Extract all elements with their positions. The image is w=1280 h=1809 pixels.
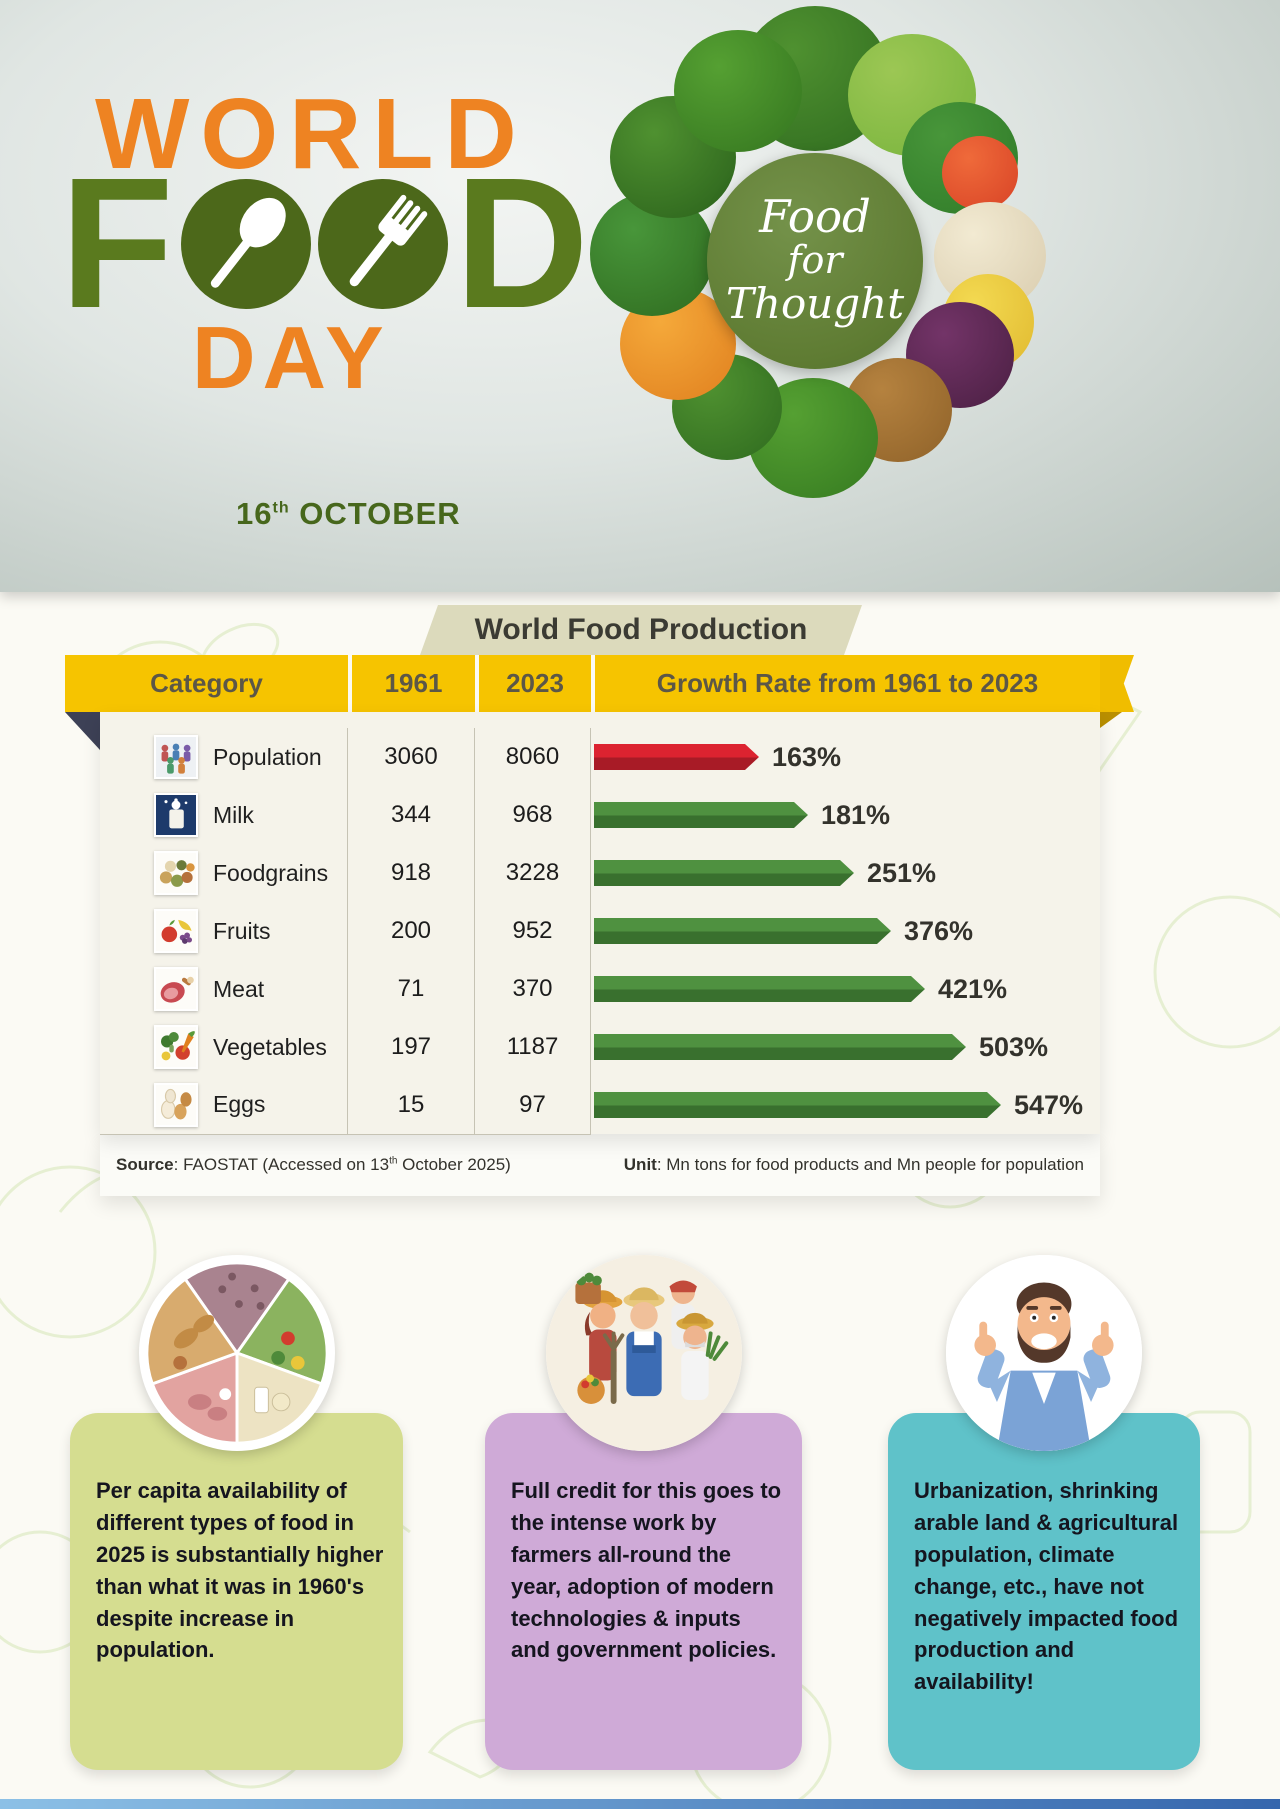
section-banner: World Food Production — [420, 605, 862, 655]
growth-percent-label: 503% — [979, 1031, 1049, 1062]
value-2023: 952 — [475, 902, 591, 960]
value-2023: 8060 — [475, 728, 591, 786]
category-label: Fruits — [213, 917, 271, 944]
foodgrains-icon — [154, 851, 198, 895]
fork-icon — [317, 179, 448, 309]
ribbon-fold-left — [65, 712, 100, 750]
table-row: Foodgrains 918 3228 251% — [100, 844, 1100, 902]
table-row: Population 3060 8060 163% — [100, 728, 1100, 786]
value-1961: 344 — [348, 786, 475, 844]
value-1961: 71 — [348, 960, 475, 1018]
food-for-thought-badge: Food for Thought — [707, 153, 923, 369]
info-card-text: Per capita availability of different typ… — [96, 1478, 384, 1663]
production-table: Category 1961 2023 Growth Rate from 1961… — [65, 655, 1134, 1196]
growth-bar — [594, 1092, 1001, 1118]
category-label: Eggs — [213, 1091, 266, 1117]
vegetable-wreath-image: Food for Thought — [590, 6, 1050, 511]
growth-percent-label: 421% — [938, 973, 1008, 1004]
value-1961: 918 — [348, 844, 475, 902]
table-row: Meat 71 370 421% — [100, 960, 1100, 1018]
col-header-growth: Growth Rate from 1961 to 2023 — [595, 655, 1100, 712]
fruits-icon — [154, 909, 198, 953]
category-label: Meat — [213, 975, 265, 1002]
date-line: 16th OCTOBER — [236, 496, 461, 531]
value-2023: 1187 — [475, 1018, 591, 1076]
info-card: Per capita availability of different typ… — [70, 1413, 403, 1770]
info-card: Urbanization, shrinking arable land & ag… — [888, 1413, 1200, 1770]
info-card-text: Urbanization, shrinking arable land & ag… — [914, 1478, 1179, 1695]
info-card-group: Urbanization, shrinking arable land & ag… — [888, 1255, 1200, 1770]
growth-percent-label: 251% — [867, 857, 937, 888]
meat-icon — [154, 967, 198, 1011]
value-1961: 200 — [348, 902, 475, 960]
source-note: Source: FAOSTAT (Accessed on 13th Octobe… — [116, 1155, 511, 1174]
growth-bar — [594, 802, 808, 828]
food-letter-f: F — [60, 140, 174, 347]
title-food: F D — [60, 140, 589, 347]
eggs-icon — [154, 1082, 198, 1127]
value-2023: 370 — [475, 960, 591, 1018]
growth-bar — [594, 918, 891, 944]
population-icon — [154, 735, 198, 779]
category-label: Vegetables — [213, 1033, 327, 1060]
category-label: Milk — [213, 801, 254, 828]
info-card-group: Per capita availability of different typ… — [70, 1255, 403, 1770]
vegetables-icon — [154, 1025, 198, 1069]
value-2023: 968 — [475, 786, 591, 844]
farmers-illustration — [545, 1255, 742, 1451]
col-header-category: Category — [65, 655, 348, 712]
growth-bar — [594, 744, 759, 770]
value-2023: 3228 — [475, 844, 591, 902]
value-1961: 197 — [348, 1018, 475, 1076]
category-label: Foodgrains — [213, 859, 329, 886]
col-header-1961: 1961 — [352, 655, 475, 712]
growth-bar — [594, 1034, 966, 1060]
category-label: Population — [213, 743, 322, 770]
footer-strip — [0, 1799, 1280, 1809]
ribbon-tail — [1100, 655, 1134, 712]
ribbon-fold-right — [1100, 712, 1122, 728]
title-day: DAY — [192, 308, 391, 407]
hero-section: WORLD F D DAY 16th OCTOBER — [0, 0, 1280, 592]
info-card-group: Full credit for this goes to the intense… — [485, 1255, 802, 1770]
unit-note: Unit: Mn tons for food products and Mn p… — [623, 1155, 1084, 1174]
table-body: Population 3060 8060 163% Milk 344 968 1… — [100, 712, 1100, 1135]
table-row: Milk 344 968 181% — [100, 786, 1100, 844]
info-card: Full credit for this goes to the intense… — [485, 1413, 802, 1770]
value-1961: 3060 — [348, 728, 475, 786]
table-header-row: Category 1961 2023 Growth Rate from 1961… — [65, 655, 1134, 750]
food-letter-d: D — [454, 140, 589, 347]
growth-percent-label: 547% — [1014, 1089, 1084, 1120]
milk-icon — [154, 793, 198, 837]
col-header-2023: 2023 — [479, 655, 591, 712]
table-row: Fruits 200 952 376% — [100, 902, 1100, 960]
value-1961: 15 — [348, 1075, 475, 1135]
table-row: Eggs 15 97 547% — [100, 1075, 1100, 1135]
growth-percent-label: 181% — [821, 799, 891, 830]
growth-percent-label: 376% — [904, 915, 974, 946]
growth-percent-label: 163% — [772, 741, 842, 772]
thumbs-up-man-illustration — [946, 1255, 1142, 1451]
growth-bar — [594, 860, 854, 886]
value-2023: 97 — [475, 1075, 591, 1135]
food-plate-illustration — [138, 1255, 335, 1451]
growth-bar — [594, 976, 925, 1002]
table-row: Vegetables 197 1187 503% — [100, 1018, 1100, 1076]
info-card-text: Full credit for this goes to the intense… — [511, 1478, 782, 1663]
title-world: WORLD — [95, 78, 528, 190]
spoon-icon — [180, 179, 311, 309]
table-footnote: Source: FAOSTAT (Accessed on 13th Octobe… — [100, 1134, 1100, 1196]
